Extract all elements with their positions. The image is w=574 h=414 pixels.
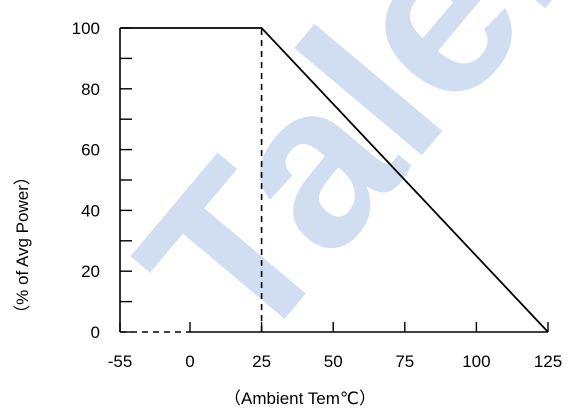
y-tick-label-80: 80	[81, 80, 100, 99]
marks-layer	[120, 27, 549, 333]
x-axis-title: （Ambient Tem℃）	[224, 389, 376, 408]
y-tick-label-100: 100	[72, 19, 100, 38]
series-line-0	[120, 27, 549, 333]
y-tick-label-60: 60	[81, 141, 100, 160]
y-tick-label-0: 0	[91, 323, 100, 342]
x-tick-label-100: 100	[462, 352, 490, 371]
x-tick-label--55: -55	[108, 352, 133, 371]
x-tick-label-50: 50	[324, 352, 343, 371]
y-tick-label-40: 40	[81, 201, 100, 220]
x-tick-label-0: 0	[185, 352, 194, 371]
x-tick-label-125: 125	[534, 352, 562, 371]
y-axis-title: （% of Avg Power）	[13, 168, 32, 322]
x-tick-label-75: 75	[395, 352, 414, 371]
labels-layer: 0 20 40 60 80 100 -55 0 25 50 75 100 125 （Ambient Tem…	[13, 19, 562, 408]
x-tick-label-25: 25	[252, 352, 271, 371]
y-tick-label-20: 20	[81, 262, 100, 281]
